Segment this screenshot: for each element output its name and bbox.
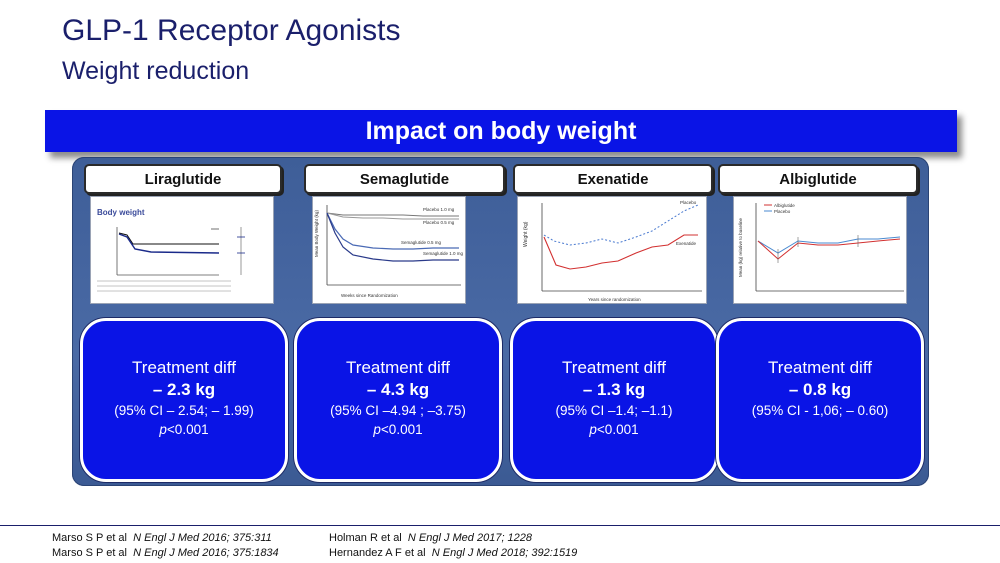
svg-text:Semaglutide 0.5 mg: Semaglutide 0.5 mg (401, 240, 442, 245)
svg-text:Weight (kg): Weight (kg) (523, 221, 529, 247)
treatment-diff-value: – 1.3 kg (582, 380, 646, 399)
reference-4: Hernandez A F et al N Engl J Med 2018; 3… (329, 547, 578, 559)
svg-text:Albiglutide: Albiglutide (774, 203, 795, 208)
treatment-diff-label: Treatment diff (562, 358, 666, 377)
liraglutide-chart-title: Body weight (97, 208, 145, 217)
svg-text:Mean (kg) relative to baseline: Mean (kg) relative to baseline (738, 217, 743, 277)
svg-text:Placebo: Placebo (774, 209, 791, 214)
reference-2: Marso S P et al N Engl J Med 2016; 375:1… (52, 547, 279, 559)
albiglutide-chart-thumbnail: Mean (kg) relative to baseline Albigluti… (733, 196, 907, 304)
svg-text:Placebo 1.0 mg: Placebo 1.0 mg (423, 207, 455, 212)
treatment-diff-value: – 0.8 kg (788, 380, 852, 399)
page-title: GLP-1 Receptor Agonists (62, 14, 401, 47)
drug-header-liraglutide: Liraglutide (84, 164, 282, 194)
liraglutide-result-card: Treatment diff – 2.3 kg (95% CI – 2.54; … (80, 318, 288, 482)
reference-3: Holman R et al N Engl J Med 2017; 1228 (329, 532, 533, 544)
p-value: p<0.001 (159, 422, 209, 437)
footer-divider (0, 525, 1000, 526)
banner-text: Impact on body weight (365, 116, 637, 145)
svg-text:Mean Body Weight (kg): Mean Body Weight (kg) (314, 210, 319, 257)
treatment-diff-label: Treatment diff (768, 358, 872, 377)
page-subtitle: Weight reduction (62, 57, 250, 85)
confidence-interval: (95% CI –4.94 ; –3.75) (330, 403, 466, 418)
treatment-diff-label: Treatment diff (132, 358, 236, 377)
svg-text:Semaglutide 1.0 mg: Semaglutide 1.0 mg (423, 251, 464, 256)
svg-text:Placebo 0.5 mg: Placebo 0.5 mg (423, 220, 455, 225)
treatment-diff-value: – 2.3 kg (152, 380, 216, 399)
p-value: p<0.001 (589, 422, 639, 437)
semaglutide-result-card: Treatment diff – 4.3 kg (95% CI –4.94 ; … (294, 318, 502, 482)
svg-text:Placebo: Placebo (680, 200, 697, 205)
confidence-interval: (95% CI –1.4; –1.1) (555, 403, 673, 418)
semaglutide-chart-thumbnail: Mean Body Weight (kg) Placebo 1.0 mg Pla… (312, 196, 466, 304)
exenatide-result-card: Treatment diff – 1.3 kg (95% CI –1.4; –1… (510, 318, 718, 482)
svg-text:Weeks since Randomization: Weeks since Randomization (341, 293, 398, 298)
svg-text:Years since randomization: Years since randomization (588, 297, 641, 302)
confidence-interval: (95% CI - 1,06; – 0.60) (751, 403, 889, 418)
treatment-diff-label: Treatment diff (346, 358, 450, 377)
treatment-diff-value: – 4.3 kg (366, 380, 430, 399)
liraglutide-chart-thumbnail: Body weight (90, 196, 274, 304)
svg-text:Exenatide: Exenatide (676, 241, 697, 246)
drug-header-albiglutide: Albiglutide (718, 164, 918, 194)
p-value: p<0.001 (373, 422, 423, 437)
section-banner: Impact on body weight (45, 110, 957, 152)
reference-1: Marso S P et al N Engl J Med 2016; 375:3… (52, 532, 272, 544)
exenatide-chart-thumbnail: Weight (kg) Placebo Exenatide Years sinc… (517, 196, 707, 304)
confidence-interval: (95% CI – 2.54; – 1.99) (114, 403, 254, 418)
drug-header-semaglutide: Semaglutide (304, 164, 505, 194)
albiglutide-result-card: Treatment diff – 0.8 kg (95% CI - 1,06; … (716, 318, 924, 482)
drug-header-exenatide: Exenatide (513, 164, 713, 194)
